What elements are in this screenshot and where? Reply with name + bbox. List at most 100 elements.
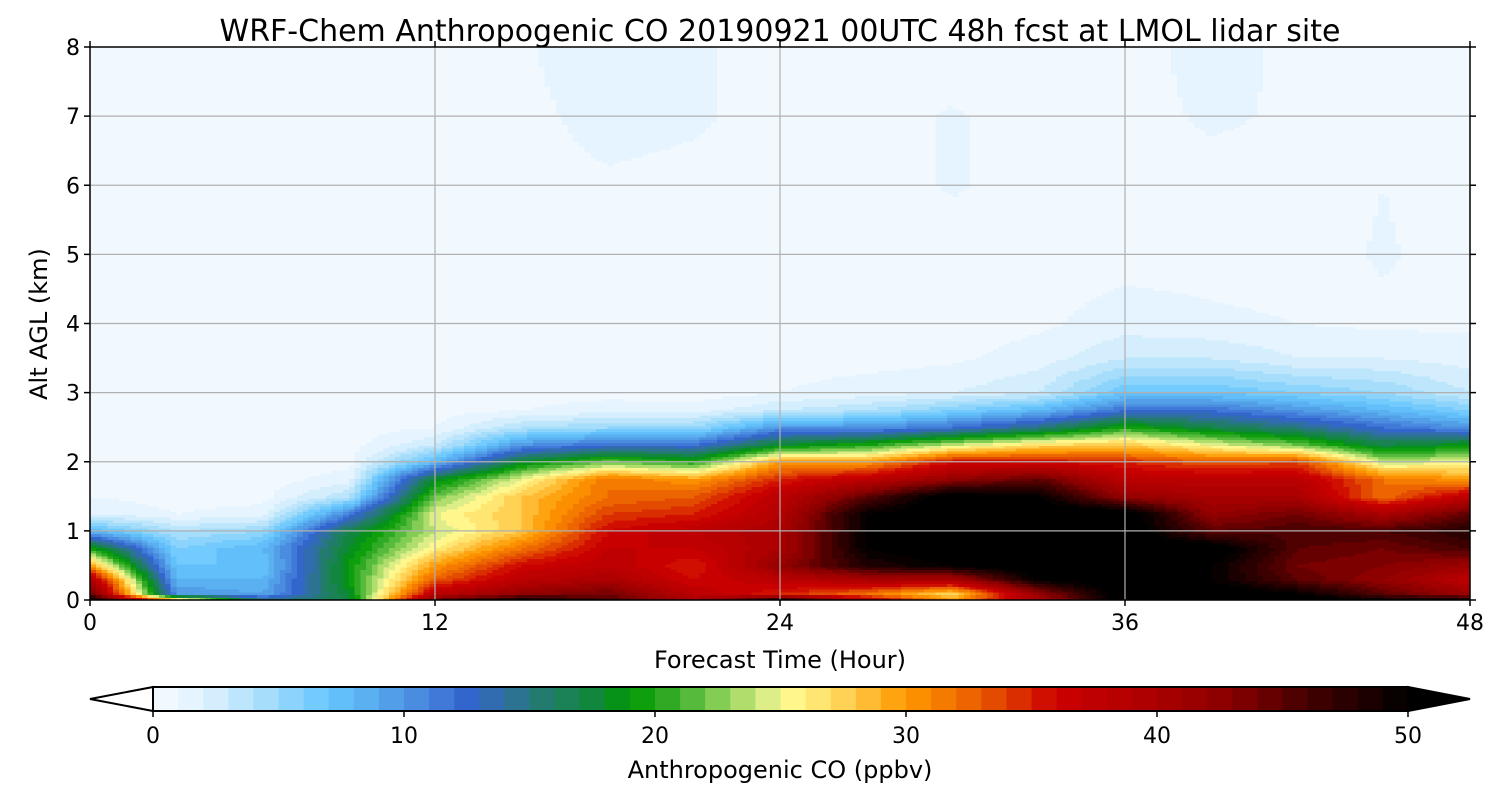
heatmap-cell xyxy=(969,569,988,573)
heatmap-cell xyxy=(325,580,333,584)
heatmap-cell xyxy=(992,588,1000,593)
heatmap-cell xyxy=(895,481,913,485)
heatmap-cell xyxy=(400,517,407,521)
heatmap-cell xyxy=(1401,251,1471,255)
heatmap-cell xyxy=(1280,436,1310,441)
heatmap-cell xyxy=(297,511,304,515)
colorbar-level xyxy=(1307,687,1334,711)
heatmap-cell xyxy=(550,96,718,101)
heatmap-cell xyxy=(670,583,689,587)
heatmap-cell xyxy=(274,553,281,557)
heatmap-cell xyxy=(900,591,919,596)
heatmap-cell xyxy=(360,472,367,477)
colorbar-level xyxy=(805,687,832,711)
heatmap-cell xyxy=(1383,464,1408,468)
heatmap-cell xyxy=(1349,492,1362,496)
heatmap-cell xyxy=(1320,456,1327,460)
heatmap-cell xyxy=(745,453,758,457)
heatmap-cell xyxy=(308,519,321,524)
heatmap-cell xyxy=(1401,257,1471,261)
heatmap-cell xyxy=(774,450,839,455)
heatmap-cell xyxy=(90,384,798,388)
heatmap-cell xyxy=(1171,528,1184,532)
heatmap-cell xyxy=(1015,447,1155,452)
heatmap-cell xyxy=(412,475,419,479)
heatmap-cell xyxy=(854,445,885,449)
heatmap-cell xyxy=(797,558,810,562)
heatmap-cell xyxy=(285,505,298,510)
heatmap-cell xyxy=(1326,439,1345,443)
heatmap-cell xyxy=(366,511,379,515)
heatmap-cell xyxy=(446,569,465,573)
heatmap-cell xyxy=(1372,481,1385,485)
heatmap-cell xyxy=(130,569,137,573)
heatmap-cell xyxy=(383,483,390,488)
heatmap-cell xyxy=(808,558,821,562)
heatmap-cell xyxy=(711,489,729,493)
heatmap-cell xyxy=(95,561,103,565)
heatmap-cell xyxy=(1355,456,1368,460)
heatmap-cell xyxy=(935,174,971,178)
heatmap-cell xyxy=(1395,235,1471,239)
heatmap-cell xyxy=(130,558,137,562)
heatmap-cell xyxy=(159,580,166,584)
heatmap-cell xyxy=(866,530,1155,535)
heatmap-cell xyxy=(1286,539,1368,543)
heatmap-cell xyxy=(797,511,804,515)
heatmap-cell xyxy=(1119,384,1230,388)
heatmap-cell xyxy=(118,583,126,587)
heatmap-cell xyxy=(820,577,867,582)
heatmap-cell xyxy=(446,561,459,565)
heatmap-cell xyxy=(1366,400,1414,405)
heatmap-cell xyxy=(1079,378,1109,383)
heatmap-cell xyxy=(1205,337,1471,341)
heatmap-cell xyxy=(1061,470,1080,474)
heatmap-cell xyxy=(1291,364,1460,369)
heatmap-cell xyxy=(1102,428,1120,432)
heatmap-cell xyxy=(90,218,1373,222)
heatmap-cell xyxy=(849,541,856,546)
heatmap-cell xyxy=(463,467,476,471)
heatmap-cell xyxy=(1424,511,1442,515)
heatmap-cell xyxy=(734,456,741,460)
heatmap-cell xyxy=(728,564,747,568)
heatmap-cell xyxy=(1297,588,1316,593)
colorbar-level xyxy=(504,687,530,711)
heatmap-cell xyxy=(1188,517,1201,521)
heatmap-cell xyxy=(377,467,390,471)
heatmap-cell xyxy=(1424,389,1471,394)
heatmap-cell xyxy=(360,505,367,510)
heatmap-cell xyxy=(757,514,781,518)
heatmap-cell xyxy=(331,547,338,551)
heatmap-cell xyxy=(423,494,430,499)
heatmap-cell xyxy=(1245,118,1471,123)
heatmap-cell xyxy=(843,503,856,507)
heatmap-cell xyxy=(435,583,453,587)
heatmap-cell xyxy=(969,179,1471,184)
heatmap-cell xyxy=(866,494,879,499)
heatmap-cell xyxy=(1263,55,1471,59)
heatmap-cell xyxy=(1378,470,1448,474)
heatmap-cell xyxy=(320,569,327,573)
heatmap-cell xyxy=(463,458,476,463)
x-axis: 0 12 24 36 48 xyxy=(83,41,1484,636)
heatmap-cell xyxy=(90,232,1373,236)
heatmap-cell xyxy=(780,564,793,568)
heatmap-cell xyxy=(866,533,1161,537)
heatmap-cell xyxy=(199,528,264,532)
heatmap-cell xyxy=(101,569,108,573)
heatmap-cell xyxy=(538,530,551,535)
heatmap-cell xyxy=(797,442,839,446)
heatmap-cell xyxy=(1027,395,1057,399)
heatmap-cell xyxy=(1355,514,1379,518)
heatmap-cell xyxy=(1113,431,1143,435)
heatmap-cell xyxy=(826,519,833,524)
heatmap-cell xyxy=(176,586,206,590)
heatmap-cell xyxy=(429,533,448,537)
heatmap-cell xyxy=(377,450,396,455)
heatmap-cell xyxy=(1153,505,1166,510)
heatmap-cell xyxy=(1314,478,1327,482)
heatmap-cell xyxy=(1084,588,1097,593)
heatmap-cell xyxy=(452,550,465,554)
heatmap-cell xyxy=(159,530,246,535)
